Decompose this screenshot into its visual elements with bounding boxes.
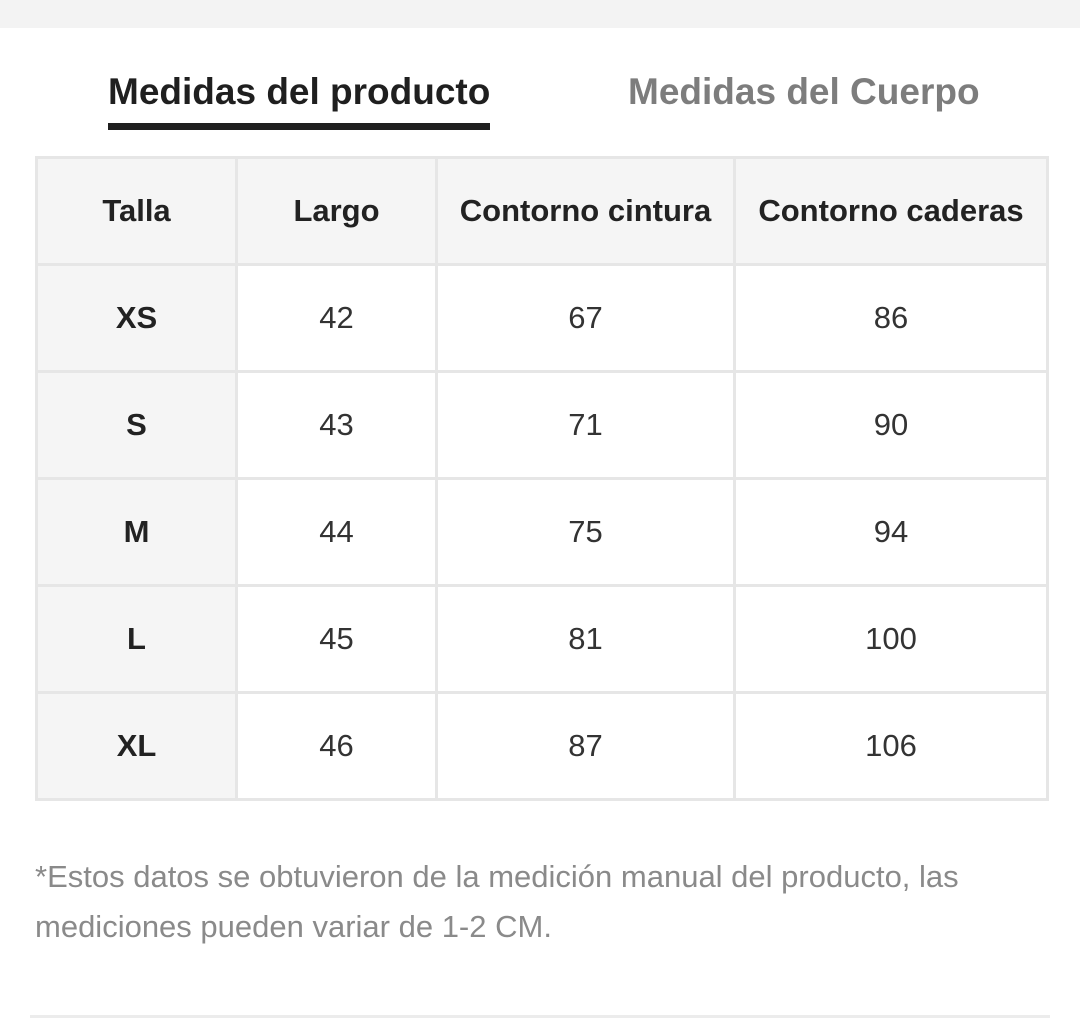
size-cell: S — [35, 370, 238, 480]
length-cell: 42 — [235, 263, 438, 373]
hips-cell: 86 — [733, 263, 1049, 373]
size-cell: XS — [35, 263, 238, 373]
header-length: Largo — [235, 156, 438, 266]
header-hips: Contorno caderas — [733, 156, 1049, 266]
header-size: Talla — [35, 156, 238, 266]
tab-body-measurements[interactable]: Medidas del Cuerpo — [628, 71, 980, 112]
size-cell: L — [35, 584, 238, 694]
size-chart-table: Talla Largo Contorno cintura Contorno ca… — [35, 156, 1049, 801]
top-strip — [0, 0, 1080, 28]
tab-product-measurements[interactable]: Medidas del producto — [108, 70, 491, 130]
table-header-row: Talla Largo Contorno cintura Contorno ca… — [35, 156, 1049, 266]
measurement-tabs: Medidas del producto Medidas del Cuerpo — [0, 60, 1080, 130]
table-row: S 43 71 90 — [35, 370, 1049, 480]
length-cell: 46 — [235, 691, 438, 801]
size-cell: XL — [35, 691, 238, 801]
table-row: XL 46 87 106 — [35, 691, 1049, 801]
measurement-disclaimer: *Estos datos se obtuvieron de la medició… — [35, 859, 959, 944]
hips-cell: 94 — [733, 477, 1049, 587]
length-cell: 43 — [235, 370, 438, 480]
length-cell: 45 — [235, 584, 438, 694]
header-waist: Contorno cintura — [435, 156, 736, 266]
waist-cell: 67 — [435, 263, 736, 373]
table-row: M 44 75 94 — [35, 477, 1049, 587]
divider — [30, 1015, 1050, 1018]
table-row: XS 42 67 86 — [35, 263, 1049, 373]
size-cell: M — [35, 477, 238, 587]
length-cell: 44 — [235, 477, 438, 587]
hips-cell: 90 — [733, 370, 1049, 480]
hips-cell: 106 — [733, 691, 1049, 801]
waist-cell: 87 — [435, 691, 736, 801]
waist-cell: 81 — [435, 584, 736, 694]
hips-cell: 100 — [733, 584, 1049, 694]
table-row: L 45 81 100 — [35, 584, 1049, 694]
waist-cell: 75 — [435, 477, 736, 587]
waist-cell: 71 — [435, 370, 736, 480]
